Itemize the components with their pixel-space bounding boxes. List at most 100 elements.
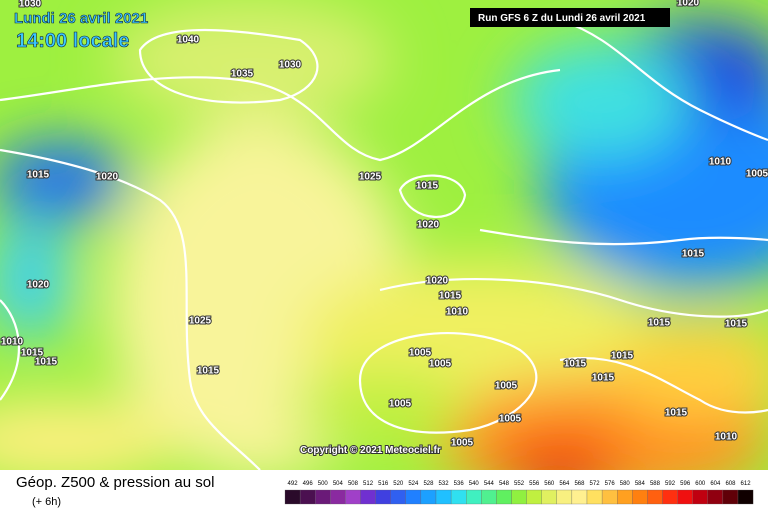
scale-label: 568 bbox=[574, 481, 585, 487]
scale-label: 588 bbox=[650, 481, 661, 487]
scale-label: 572 bbox=[590, 481, 601, 487]
isobar bbox=[0, 299, 21, 401]
isobar-label: 1015 bbox=[682, 249, 705, 260]
isobar bbox=[398, 174, 467, 218]
scale-label: 584 bbox=[635, 481, 646, 487]
scale-swatch bbox=[496, 489, 512, 505]
scale-label: 524 bbox=[408, 481, 419, 487]
scale-label: 528 bbox=[423, 481, 434, 487]
scale-swatch bbox=[420, 489, 437, 505]
scale-label: 556 bbox=[529, 481, 540, 487]
isobar-label: 1020 bbox=[426, 276, 449, 287]
isobar-label: 1010 bbox=[715, 432, 738, 443]
scale-label: 608 bbox=[725, 481, 736, 487]
isobar-label: 1005 bbox=[495, 381, 518, 392]
isobar bbox=[358, 332, 538, 434]
scale-swatch bbox=[601, 489, 618, 505]
scale-swatch bbox=[450, 489, 467, 505]
isobar-label: 1015 bbox=[648, 318, 671, 329]
isobar-label: 1035 bbox=[231, 69, 254, 80]
scale-swatch bbox=[737, 489, 754, 505]
scale-swatch bbox=[647, 489, 663, 505]
isobar-label: 1020 bbox=[27, 280, 50, 291]
isobar-label: 1005 bbox=[499, 414, 522, 425]
scale-swatch bbox=[677, 489, 693, 505]
scale-label: 564 bbox=[559, 481, 570, 487]
scale-label: 508 bbox=[348, 481, 359, 487]
scale-swatch bbox=[707, 489, 724, 505]
scale-label: 536 bbox=[454, 481, 465, 487]
scale-swatch bbox=[632, 489, 648, 505]
isobar-label: 1015 bbox=[564, 359, 587, 370]
isobar bbox=[479, 228, 768, 246]
scale-label: 520 bbox=[393, 481, 404, 487]
scale-label: 500 bbox=[318, 481, 329, 487]
scale-label: 512 bbox=[363, 481, 374, 487]
scale-swatch bbox=[360, 489, 376, 505]
isobar-label: 1030 bbox=[19, 0, 42, 10]
isobar-label: 1015 bbox=[21, 348, 44, 359]
scale-label: 596 bbox=[680, 481, 691, 487]
isobar-label: 1005 bbox=[451, 438, 474, 449]
scale-swatch bbox=[390, 489, 406, 505]
scale-label: 560 bbox=[544, 481, 555, 487]
scale-swatch bbox=[526, 489, 542, 505]
date-label: Lundi 26 avril 2021 bbox=[14, 10, 148, 27]
run-banner bbox=[470, 8, 670, 27]
isobar-label: 1005 bbox=[389, 399, 412, 410]
scale-swatch bbox=[435, 489, 452, 505]
isobar-label: 1020 bbox=[677, 0, 700, 9]
scale-label: 548 bbox=[499, 481, 510, 487]
isobar-label: 1015 bbox=[35, 357, 58, 368]
scale-swatch bbox=[541, 489, 557, 505]
isobar bbox=[0, 148, 261, 470]
isobar-label: 1005 bbox=[746, 169, 768, 180]
scale-label: 544 bbox=[484, 481, 495, 487]
isobar-label: 1010 bbox=[709, 157, 732, 168]
isobar-label: 1015 bbox=[725, 319, 748, 330]
isobar-label: 1015 bbox=[592, 373, 615, 384]
scale-swatch bbox=[405, 489, 422, 505]
time-label: 14:00 locale bbox=[16, 30, 129, 52]
scale-swatch bbox=[662, 489, 678, 505]
scale-swatch bbox=[299, 489, 316, 505]
scale-swatch bbox=[315, 489, 331, 505]
isobar-label: 1010 bbox=[1, 337, 24, 348]
isobar-label: 1015 bbox=[611, 351, 634, 362]
scale-swatch bbox=[466, 489, 482, 505]
scale-label: 516 bbox=[378, 481, 389, 487]
isobar-label: 1030 bbox=[279, 60, 302, 71]
run-label: Run GFS 6 Z du Lundi 26 avril 2021 bbox=[478, 13, 646, 24]
isobar bbox=[0, 68, 561, 162]
scale-label: 532 bbox=[439, 481, 450, 487]
scale-swatch bbox=[284, 489, 301, 505]
isobar-label: 1025 bbox=[359, 172, 382, 183]
scale-swatch bbox=[571, 489, 588, 505]
scale-label: 552 bbox=[514, 481, 525, 487]
isobar-label: 1010 bbox=[446, 307, 469, 318]
isobar bbox=[379, 278, 768, 318]
isobar-label: 1015 bbox=[27, 170, 50, 181]
scale-label: 612 bbox=[741, 481, 752, 487]
color-scale: 492 496 500 504 508 512 516 520 524 528 532 536 540 5… bbox=[284, 481, 754, 505]
isobar-label: 1040 bbox=[177, 35, 200, 46]
scale-label: 592 bbox=[665, 481, 676, 487]
isobar-label: 1015 bbox=[665, 408, 688, 419]
isobar-label: 1025 bbox=[189, 316, 212, 327]
scale-swatch bbox=[692, 489, 708, 505]
copyright: Copyright © 2021 Meteociel.fr bbox=[300, 445, 441, 456]
footer-title: Géop. Z500 & pression au sol bbox=[16, 474, 214, 491]
isobar bbox=[559, 356, 768, 414]
isobar bbox=[138, 28, 319, 104]
isobar-label: 1005 bbox=[409, 348, 432, 359]
scale-swatch bbox=[722, 489, 739, 505]
scale-swatch bbox=[511, 489, 527, 505]
scale-swatch bbox=[375, 489, 391, 505]
isobar-label: 1015 bbox=[416, 181, 439, 192]
isobar-label: 1015 bbox=[197, 366, 220, 377]
scale-swatch bbox=[617, 489, 633, 505]
isobar-label: 1020 bbox=[417, 220, 440, 231]
scale-label: 540 bbox=[469, 481, 480, 487]
isobar bbox=[559, 18, 768, 142]
